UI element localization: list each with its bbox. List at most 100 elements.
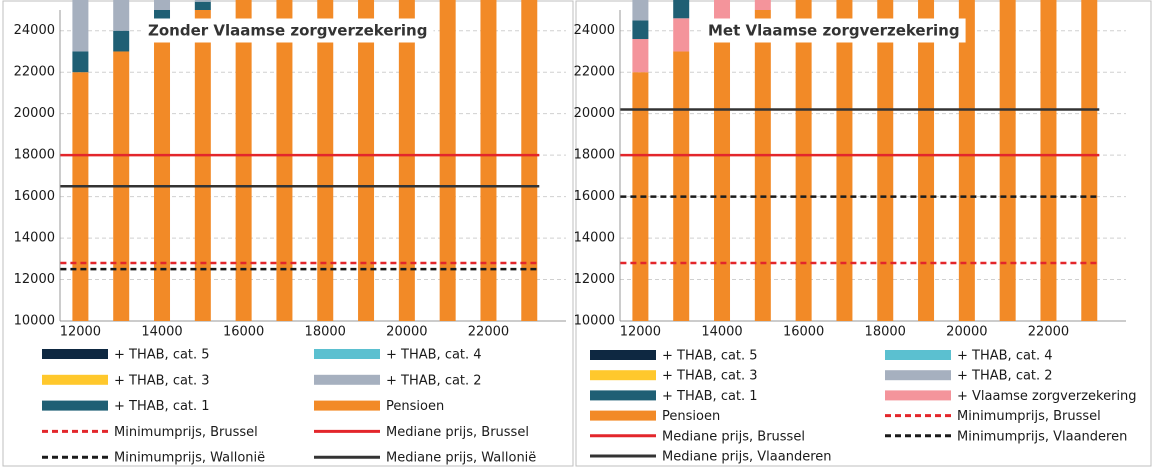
bar-segment [276, 0, 293, 322]
bar-segment [194, 1, 211, 10]
bar-segment [72, 72, 89, 321]
legend-label: Minimumprijs, Brussel [957, 409, 1101, 424]
legend-swatch [590, 390, 656, 401]
y-tick-label: 18000 [574, 148, 615, 163]
legend-swatch [590, 350, 656, 360]
bar-segment [521, 0, 538, 321]
legend-label: + THAB, cat. 1 [662, 389, 758, 404]
x-tick-label: 16000 [783, 325, 824, 340]
legend-swatch [885, 370, 951, 381]
bar-segment [918, 0, 935, 322]
y-tick-label: 10000 [574, 314, 615, 329]
bar-segment [235, 0, 252, 322]
chart: 10000 12000 14000 16000 18000 20000 22000 24000… [574, 0, 1137, 465]
bar-segment [317, 0, 334, 322]
bar-segment [480, 0, 497, 321]
bar-segment [754, 10, 771, 321]
legend-label: Mediane prijs, Vlaanderen [662, 450, 832, 465]
x-tick-label: 12000 [620, 325, 661, 340]
bar-segment [999, 0, 1016, 321]
x-tick-label: 16000 [223, 325, 264, 340]
bar-segment [72, 51, 89, 73]
bar-segment [632, 0, 649, 21]
x-tick-label: 18000 [305, 325, 346, 340]
bar-segment [113, 30, 130, 52]
legend-label: Mediane prijs, Brussel [662, 429, 805, 444]
legend-label: + THAB, cat. 4 [386, 348, 482, 363]
y-tick-label: 24000 [574, 23, 615, 38]
y-tick-label: 20000 [14, 106, 55, 121]
bar-segment [877, 0, 894, 322]
bar-segment [632, 20, 649, 40]
x-tick-label: 18000 [865, 325, 906, 340]
legend-label: + THAB, cat. 5 [114, 348, 210, 363]
legend-label: Pensioen [662, 409, 720, 424]
legend-label: + THAB, cat. 2 [957, 369, 1053, 384]
bar-segment [673, 51, 690, 321]
bar-segment [714, 30, 731, 321]
bar-segment [673, 0, 690, 19]
y-tick-label: 10000 [14, 314, 55, 329]
bar-segment [1040, 0, 1057, 321]
bar-segment [795, 0, 812, 322]
x-tick-label: 22000 [468, 325, 509, 340]
legend-swatch [314, 400, 380, 411]
legend-label: + THAB, cat. 5 [662, 349, 758, 364]
chart-title: Met Vlaamse zorgverzekering [708, 22, 960, 40]
bar-segment [958, 0, 975, 321]
bar-segment [398, 0, 415, 321]
y-tick-label: 18000 [14, 148, 55, 163]
legend-label: + THAB, cat. 3 [662, 369, 758, 384]
x-tick-label: 12000 [60, 325, 101, 340]
bar-segment [194, 10, 211, 321]
legend-swatch [42, 400, 108, 411]
legend-swatch [42, 349, 108, 359]
legend-label: + Vlaamse zorgverzekering [957, 389, 1137, 404]
legend-label: + THAB, cat. 4 [957, 349, 1053, 364]
y-tick-label: 12000 [14, 272, 55, 287]
bar-segment [754, 0, 771, 10]
legend-swatch [885, 350, 951, 360]
legend-label: Minimumprijs, Brussel [114, 425, 258, 440]
bar-segment [632, 39, 649, 73]
chart-title: Zonder Vlaamse zorgverzekering [148, 22, 427, 40]
x-tick-label: 14000 [141, 325, 182, 340]
legend-swatch [314, 349, 380, 359]
legend-label: Mediane prijs, Brussel [386, 425, 529, 440]
chart: 10000 12000 14000 16000 18000 20000 22000 24000… [14, 0, 566, 466]
y-tick-label: 22000 [14, 65, 55, 80]
x-tick-label: 14000 [701, 325, 742, 340]
y-tick-label: 22000 [574, 65, 615, 80]
legend-label: + THAB, cat. 3 [114, 373, 210, 388]
legend-swatch [314, 374, 380, 385]
bar-segment [1081, 0, 1098, 321]
y-tick-label: 16000 [574, 189, 615, 204]
legend-label: Pensioen [386, 399, 444, 414]
bar-segment [358, 0, 375, 322]
legend-label: Mediane prijs, Wallonië [386, 451, 536, 466]
bar-segment [439, 0, 456, 321]
y-tick-label: 20000 [574, 106, 615, 121]
y-tick-label: 14000 [14, 231, 55, 246]
bar-segment [154, 30, 171, 321]
y-tick-label: 12000 [574, 272, 615, 287]
bar-segment [836, 0, 853, 322]
legend-swatch [885, 390, 951, 401]
x-tick-label: 20000 [386, 325, 427, 340]
bar-segment [72, 0, 89, 52]
bar-segment [154, 0, 171, 10]
legend-label: Minimumprijs, Vlaanderen [957, 429, 1127, 444]
bar-segment [113, 0, 130, 31]
y-tick-label: 14000 [574, 231, 615, 246]
legend-swatch [42, 374, 108, 385]
legend-label: + THAB, cat. 2 [386, 373, 482, 388]
x-tick-label: 22000 [1028, 325, 1069, 340]
bar-segment [632, 72, 649, 321]
y-tick-label: 16000 [14, 189, 55, 204]
title-background [142, 18, 434, 43]
legend-label: Minimumprijs, Wallonië [114, 451, 265, 466]
bar-segment [194, 0, 211, 2]
legend-label: + THAB, cat. 1 [114, 399, 210, 414]
y-tick-label: 24000 [14, 23, 55, 38]
